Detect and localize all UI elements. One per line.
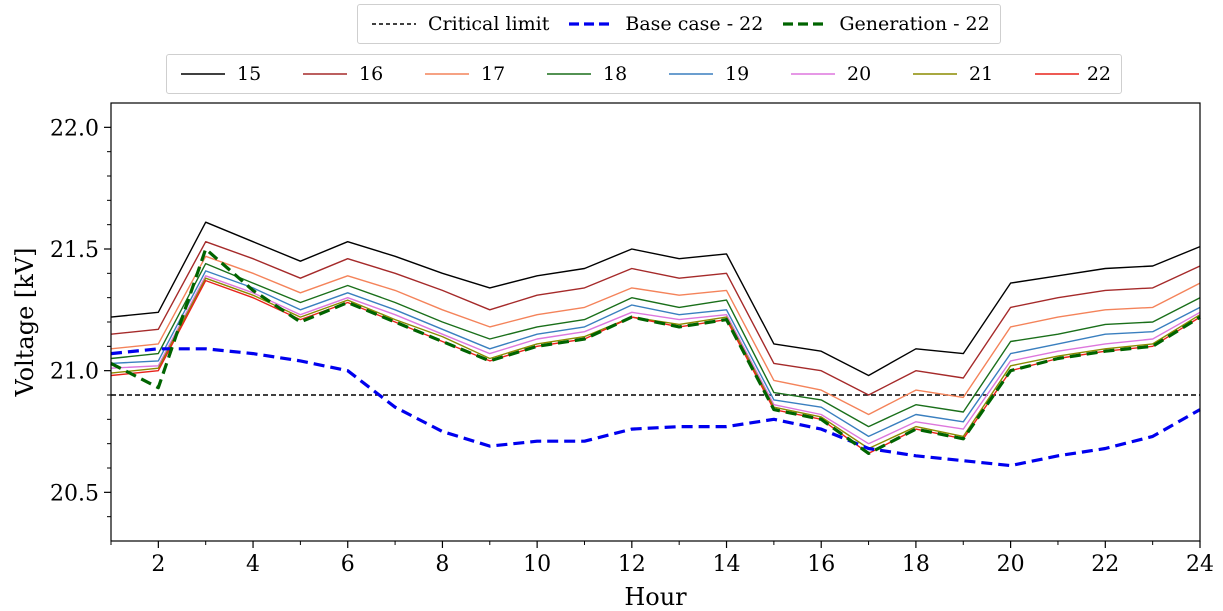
x-tick-label: 14 (713, 552, 741, 577)
legend-item-20: 20 (787, 63, 909, 85)
x-tick-label: 6 (341, 552, 355, 577)
series-line-19 (110, 270, 1201, 438)
legend-item-21: 21 (909, 63, 1031, 85)
y-tick-label: 22.0 (50, 116, 99, 141)
legend-label: Critical limit (428, 13, 550, 35)
legend-swatch (181, 73, 225, 75)
y-tick-label: 20.5 (50, 481, 99, 506)
legend-swatch (372, 23, 416, 25)
y-tick-label: 21.0 (50, 360, 99, 385)
x-tick-label: 8 (435, 552, 449, 577)
y-axis-label: Voltage [kV] (11, 247, 39, 397)
x-tick-label: 18 (902, 552, 930, 577)
legend-swatch (425, 73, 469, 75)
legend-swatch (569, 22, 614, 26)
series-line-20 (110, 275, 1201, 445)
legend-swatch (1035, 73, 1079, 75)
legend-label: 16 (359, 63, 384, 85)
series-line-generation-22 (110, 247, 1201, 455)
x-tick-label: 12 (618, 552, 646, 577)
x-tick-label: 2 (151, 552, 165, 577)
legend-item-17: 17 (421, 63, 543, 85)
legend-item-critical-limit: Critical limit (368, 13, 549, 35)
legend-label: Base case - 22 (625, 13, 764, 35)
x-tick-label: 24 (1186, 552, 1214, 577)
legend-swatch (303, 73, 347, 75)
legend-label: 17 (481, 63, 506, 85)
series-line-16 (110, 240, 1201, 396)
x-tick-label: 20 (997, 552, 1025, 577)
series-line-base-case-22 (110, 347, 1201, 468)
legend-label: 19 (725, 63, 750, 85)
legend-label: 15 (237, 63, 262, 85)
x-tick-label: 4 (246, 552, 260, 577)
legend-label: Generation - 22 (839, 13, 990, 35)
legend-swatch (547, 73, 591, 75)
legend-top: Critical limit Base case - 22 Generation -… (357, 4, 1001, 44)
series-line-15 (110, 221, 1201, 377)
x-tick-label: 22 (1091, 552, 1119, 577)
legend-swatch (791, 73, 835, 75)
legend-item-15: 15 (177, 63, 299, 85)
legend-swatch (783, 22, 828, 26)
series-line-17 (110, 255, 1201, 416)
x-axis-label: Hour (624, 583, 687, 611)
y-axis-ticks: 20.5 21.0 21.5 22.0 (50, 116, 111, 518)
legend-label: 21 (969, 63, 994, 85)
legend-item-generation-22: Generation - 22 (779, 13, 990, 35)
y-tick-label: 21.5 (50, 238, 99, 263)
legend-label: 20 (847, 63, 872, 85)
legend-swatch (669, 73, 713, 75)
legend-bottom: 15 16 17 18 19 20 21 22 (166, 54, 1122, 94)
legend-swatch (913, 73, 957, 75)
plot-lines (110, 221, 1201, 468)
series-line-18 (110, 262, 1201, 428)
x-tick-label: 16 (807, 552, 835, 577)
legend-item-16: 16 (299, 63, 421, 85)
legend-item-base-case-22: Base case - 22 (565, 13, 763, 35)
legend-item-19: 19 (665, 63, 787, 85)
x-axis-ticks: 2 4 6 8 10 12 14 16 18 20 22 24 (110, 541, 1214, 577)
legend-item-22: 22 (1031, 63, 1111, 85)
legend-label: 18 (603, 63, 628, 85)
x-tick-label: 10 (523, 552, 551, 577)
legend-label: 22 (1086, 63, 1111, 85)
legend-item-18: 18 (543, 63, 665, 85)
